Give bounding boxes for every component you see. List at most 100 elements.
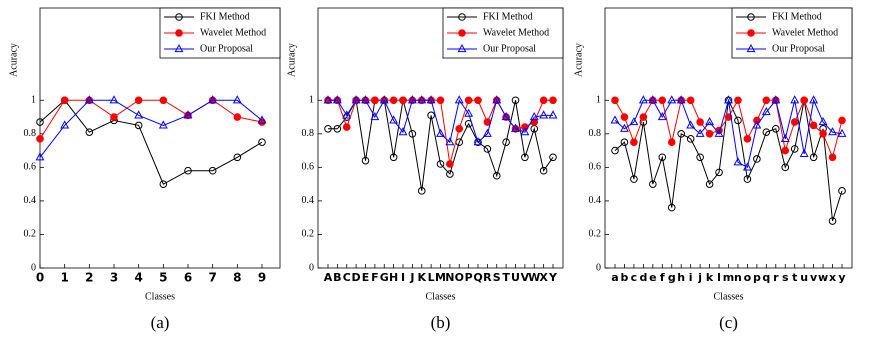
y-axis-label: Acuracy — [8, 43, 19, 77]
x-tick-label: U — [511, 271, 520, 284]
data-point — [667, 203, 676, 212]
x-tick-label: d — [639, 271, 647, 284]
data-point — [332, 95, 342, 104]
x-tick-label: K — [417, 271, 426, 284]
data-point — [232, 95, 242, 104]
data-point — [549, 96, 557, 105]
data-point — [436, 96, 445, 105]
data-point — [620, 138, 629, 146]
data-point — [483, 145, 492, 153]
data-point — [482, 128, 492, 137]
data-point — [630, 175, 638, 183]
y-tick-label: 0 — [309, 262, 314, 273]
x-tick-label: I — [401, 271, 405, 284]
legend-label: FKI Method — [483, 11, 533, 22]
x-tick-label: N — [445, 271, 454, 284]
data-point — [399, 96, 407, 105]
series-line — [614, 98, 843, 169]
data-point — [771, 95, 781, 104]
legend-marker — [175, 13, 183, 21]
data-point — [361, 95, 370, 104]
data-point — [724, 113, 733, 121]
y-tick-label: 0 — [31, 262, 36, 273]
data-point — [715, 168, 723, 177]
data-point — [183, 110, 193, 119]
data-point — [389, 96, 398, 105]
data-point — [492, 171, 501, 180]
x-tick-label: G — [380, 271, 389, 284]
legend-marker — [175, 29, 183, 37]
y-tick-label: 0 — [596, 262, 601, 273]
x-tick-label: J — [409, 271, 414, 284]
legend-label: Our Proposal — [772, 43, 825, 54]
x-tick-label: p — [753, 271, 761, 284]
data-point — [667, 138, 676, 146]
data-point — [771, 124, 780, 133]
data-point — [686, 96, 695, 105]
x-tick-label: M — [435, 271, 446, 284]
data-point — [809, 153, 818, 162]
x-tick-label: a — [611, 271, 618, 284]
data-point — [85, 128, 94, 136]
data-point — [208, 95, 218, 104]
x-tick-label: D — [352, 271, 361, 284]
x-tick-label: j — [697, 271, 702, 284]
data-point — [742, 162, 752, 171]
data-point — [134, 110, 144, 119]
data-point — [658, 96, 667, 105]
x-tick-label: 6 — [184, 271, 192, 285]
data-point — [158, 120, 168, 129]
x-tick-label: A — [324, 271, 333, 284]
data-point — [790, 145, 799, 153]
y-tick-label: 0.2 — [24, 229, 37, 240]
y-tick-label: 0.2 — [302, 229, 315, 240]
x-tick-label: R — [483, 271, 492, 284]
data-point — [705, 130, 714, 138]
x-tick-label: n — [734, 271, 742, 284]
x-tick-label: x — [829, 271, 836, 284]
data-point — [492, 95, 502, 104]
data-point — [257, 115, 267, 124]
data-point — [648, 95, 658, 104]
x-tick-label: 9 — [258, 271, 266, 285]
data-point — [134, 96, 143, 105]
x-tick-label: u — [800, 271, 808, 284]
x-tick-label: s — [782, 271, 789, 284]
y-tick-label: 1 — [31, 95, 36, 106]
y-axis-label: Acuracy — [573, 43, 584, 77]
legend-marker — [747, 13, 755, 21]
data-point — [714, 128, 724, 137]
legend-label: Our Proposal — [200, 43, 253, 54]
legend-marker — [458, 13, 466, 21]
data-point — [398, 127, 408, 136]
data-point — [436, 128, 445, 137]
data-point — [828, 217, 837, 225]
data-point — [790, 95, 800, 104]
series-line — [39, 99, 263, 158]
x-tick-label: H — [389, 271, 398, 284]
data-point — [658, 153, 667, 162]
legend-label: FKI Method — [200, 11, 250, 22]
data-point — [389, 115, 399, 124]
data-point — [36, 135, 44, 143]
data-point — [426, 95, 436, 104]
data-point — [611, 146, 619, 155]
data-point — [705, 180, 714, 188]
x-tick-label: i — [689, 271, 693, 284]
data-point — [676, 95, 686, 104]
y-tick-label: 0.6 — [24, 162, 37, 173]
y-tick-label: 0.8 — [24, 128, 37, 139]
data-point — [60, 120, 70, 129]
x-tick-label: Y — [548, 271, 558, 284]
x-tick-label: B — [333, 271, 341, 284]
x-tick-label: e — [649, 271, 656, 284]
data-point — [159, 180, 168, 188]
data-point — [233, 113, 242, 121]
legend-marker — [746, 43, 756, 53]
data-point — [539, 110, 549, 119]
y-tick-label: 1 — [309, 95, 314, 106]
data-point — [837, 128, 847, 137]
data-point — [667, 95, 677, 104]
y-tick-label: 0.4 — [302, 195, 315, 206]
series-line — [39, 99, 263, 185]
